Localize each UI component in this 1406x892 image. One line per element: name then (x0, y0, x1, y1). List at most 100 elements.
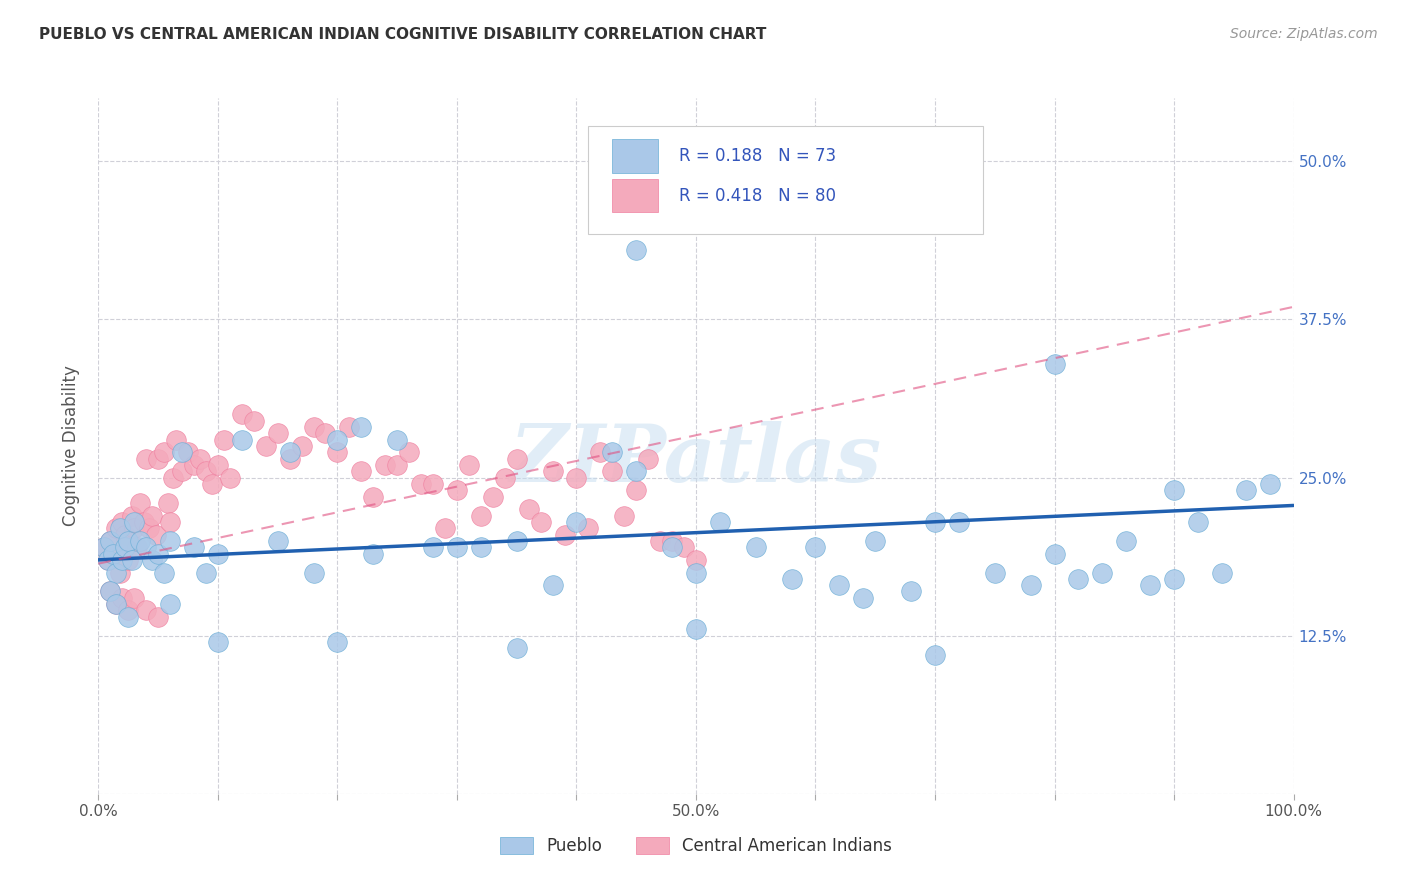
Central American Indians (494, 470, 516, 484)
Central American Indians (363, 490, 385, 504)
Central American Indians (101, 547, 124, 561)
Central American Indians (231, 408, 253, 422)
Central American Indians (648, 533, 672, 548)
Central American Indians (124, 521, 146, 535)
Pueblo (780, 572, 803, 586)
Central American Indians (422, 477, 444, 491)
Pueblo (231, 433, 253, 447)
Pueblo (602, 445, 624, 459)
Pueblo (1091, 566, 1114, 580)
Central American Indians (117, 533, 139, 548)
Pueblo (1258, 477, 1281, 491)
Central American Indians (530, 515, 553, 529)
Central American Indians (315, 426, 337, 441)
Central American Indians (105, 521, 128, 535)
Central American Indians (350, 464, 373, 478)
Pueblo (117, 533, 139, 548)
Pueblo (159, 533, 181, 548)
Central American Indians (148, 451, 170, 466)
Central American Indians (613, 508, 636, 523)
Central American Indians (673, 540, 696, 554)
Central American Indians (398, 445, 420, 459)
Pueblo (121, 553, 143, 567)
Pueblo (105, 566, 128, 580)
Pueblo (924, 515, 946, 529)
Central American Indians (637, 451, 659, 466)
Central American Indians (589, 445, 612, 459)
Central American Indians (195, 464, 218, 478)
Pueblo (117, 609, 139, 624)
Central American Indians (212, 433, 235, 447)
Central American Indians (506, 451, 529, 466)
Pueblo (852, 591, 875, 605)
Pueblo (385, 433, 409, 447)
Central American Indians (98, 533, 122, 548)
Central American Indians (93, 540, 115, 554)
Pueblo (661, 540, 683, 554)
Central American Indians (188, 451, 211, 466)
Text: PUEBLO VS CENTRAL AMERICAN INDIAN COGNITIVE DISABILITY CORRELATION CHART: PUEBLO VS CENTRAL AMERICAN INDIAN COGNIT… (39, 27, 766, 42)
Pueblo (745, 540, 768, 554)
Central American Indians (385, 458, 409, 472)
Central American Indians (124, 591, 146, 605)
Central American Indians (201, 477, 224, 491)
Pueblo (828, 578, 851, 592)
Central American Indians (125, 540, 148, 554)
Pueblo (326, 433, 349, 447)
Pueblo (1187, 515, 1209, 529)
Pueblo (124, 515, 146, 529)
Pueblo (1163, 572, 1185, 586)
Central American Indians (183, 458, 205, 472)
Pueblo (207, 635, 229, 649)
Central American Indians (135, 603, 157, 617)
Pueblo (470, 540, 492, 554)
Pueblo (129, 533, 152, 548)
Pueblo (626, 243, 648, 257)
Pueblo (101, 547, 124, 561)
Central American Indians (172, 464, 194, 478)
Central American Indians (105, 597, 128, 611)
Central American Indians (117, 603, 139, 617)
Pueblo (1163, 483, 1185, 498)
Pueblo (685, 566, 707, 580)
Central American Indians (135, 451, 157, 466)
Central American Indians (162, 470, 184, 484)
Central American Indians (411, 477, 433, 491)
Pueblo (195, 566, 218, 580)
Central American Indians (97, 553, 120, 567)
Pueblo (141, 553, 163, 567)
Pueblo (506, 641, 529, 656)
Pueblo (159, 597, 181, 611)
Central American Indians (148, 609, 170, 624)
Pueblo (350, 420, 373, 434)
Central American Indians (114, 527, 136, 541)
Central American Indians (129, 496, 152, 510)
Central American Indians (111, 591, 134, 605)
Central American Indians (661, 533, 683, 548)
FancyBboxPatch shape (613, 178, 658, 212)
Text: R = 0.188   N = 73: R = 0.188 N = 73 (679, 147, 837, 165)
Pueblo (900, 584, 922, 599)
Central American Indians (446, 483, 468, 498)
Central American Indians (602, 464, 624, 478)
Central American Indians (626, 483, 648, 498)
Pueblo (565, 515, 588, 529)
Central American Indians (554, 527, 576, 541)
Pueblo (108, 521, 131, 535)
Central American Indians (565, 470, 588, 484)
FancyBboxPatch shape (613, 139, 658, 172)
Central American Indians (326, 445, 349, 459)
Pueblo (865, 533, 887, 548)
Text: R = 0.418   N = 80: R = 0.418 N = 80 (679, 186, 837, 204)
Pueblo (267, 533, 290, 548)
Pueblo (172, 445, 194, 459)
Pueblo (302, 566, 325, 580)
Central American Indians (374, 458, 396, 472)
Central American Indians (165, 433, 187, 447)
Pueblo (1234, 483, 1257, 498)
Pueblo (506, 533, 529, 548)
Y-axis label: Cognitive Disability: Cognitive Disability (62, 366, 80, 526)
Central American Indians (177, 445, 200, 459)
Central American Indians (108, 566, 131, 580)
Pueblo (709, 515, 731, 529)
